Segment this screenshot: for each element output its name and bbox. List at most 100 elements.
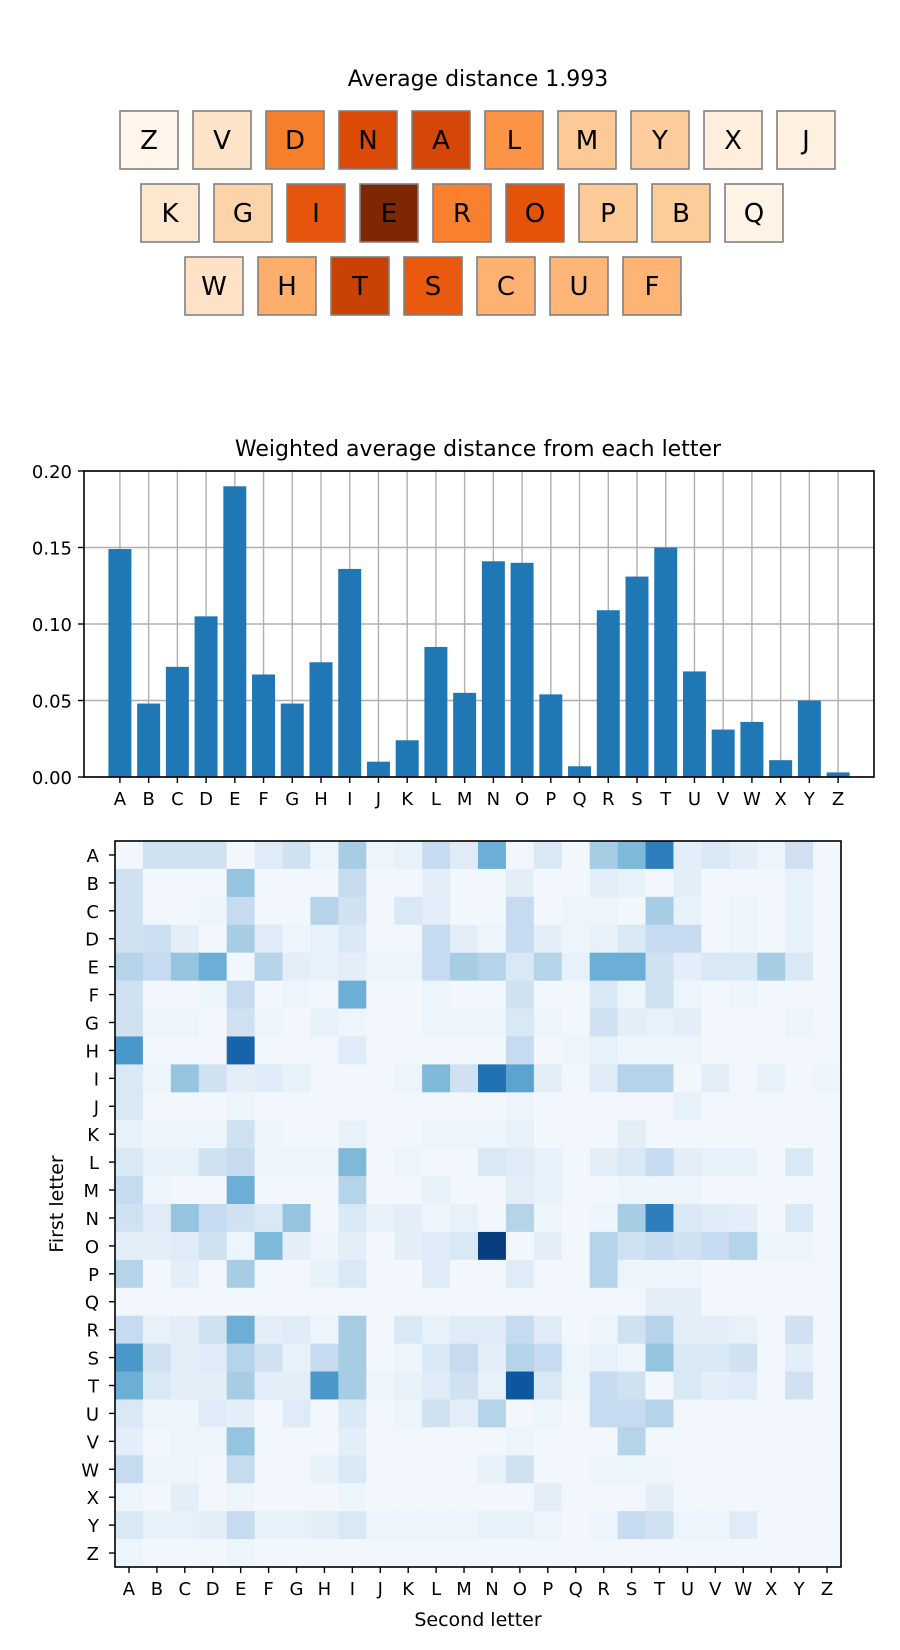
heatmap-cell-a-o — [505, 841, 535, 870]
heatmap-cell-p-v — [701, 1259, 730, 1289]
heatmap-cell-o-v — [701, 1231, 730, 1261]
bar-j — [366, 761, 390, 777]
key-label-x: X — [724, 126, 742, 156]
heatmap-cell-a-v — [701, 841, 730, 870]
heatmap-cell-b-t — [645, 868, 674, 898]
heatmap-cell-u-y — [785, 1399, 814, 1428]
heatmap-cell-q-n — [478, 1287, 507, 1317]
heatmap-cell-v-t — [645, 1427, 674, 1456]
heatmap-ytick-label-c: C — [86, 902, 99, 923]
heatmap-cell-j-l — [422, 1092, 451, 1121]
heatmap-cell-c-n — [478, 896, 507, 926]
heatmap-cell-l-i — [338, 1148, 367, 1177]
heatmap-cell-s-c — [170, 1343, 200, 1373]
heatmap-cell-j-b — [142, 1092, 172, 1121]
heatmap-cell-g-k — [394, 1008, 423, 1037]
heatmap-cell-p-k — [394, 1259, 423, 1289]
heatmap-cell-p-j — [366, 1259, 395, 1289]
bar-ytick-label: 0.05 — [32, 692, 72, 713]
key-label-j: J — [800, 126, 810, 156]
key-s — [403, 256, 463, 316]
heatmap-cell-e-o — [505, 952, 535, 982]
heatmap-cell-e-s — [617, 952, 647, 982]
heatmap-cell-h-h — [310, 1036, 339, 1065]
heatmap-cell-r-w — [729, 1315, 758, 1345]
heatmap-cell-t-m — [450, 1371, 479, 1400]
heatmap-cell-n-d — [198, 1204, 228, 1233]
heatmap-cell-a-s — [617, 841, 647, 870]
heatmap-cell-q-j — [366, 1287, 395, 1317]
heatmap-cell-c-o — [505, 896, 535, 926]
bar-xtick-label-e: E — [229, 789, 240, 810]
heatmap-cell-c-m — [450, 896, 479, 926]
heatmap-cell-h-j — [366, 1036, 395, 1065]
heatmap-cell-l-y — [785, 1148, 814, 1177]
heatmap-cell-n-v — [701, 1204, 730, 1233]
heatmap-cell-h-l — [422, 1036, 451, 1065]
heatmap-cell-i-n — [478, 1064, 507, 1093]
heatmap-cell-n-i — [338, 1204, 367, 1233]
heatmap-cell-j-d — [198, 1092, 228, 1121]
heatmap-cell-x-e — [226, 1483, 256, 1512]
heatmap-cell-p-u — [673, 1259, 702, 1289]
heatmap-cell-w-h — [310, 1455, 339, 1484]
heatmap-cell-w-s — [617, 1455, 647, 1484]
heatmap-ytick-label-w: W — [81, 1460, 99, 1481]
key-label-k: K — [161, 199, 179, 229]
heatmap-cell-z-t — [645, 1539, 674, 1568]
heatmap-cell-f-o — [505, 980, 535, 1010]
heatmap-cell-o-d — [198, 1231, 228, 1261]
heatmap-cell-v-i — [338, 1427, 367, 1456]
heatmap-cell-p-t — [645, 1259, 674, 1289]
heatmap-cell-k-i — [338, 1120, 367, 1149]
heatmap-cell-c-g — [282, 896, 311, 926]
heatmap-cell-c-h — [310, 896, 339, 926]
heatmap-cell-o-r — [589, 1231, 619, 1261]
heatmap-cell-r-h — [310, 1315, 339, 1345]
heatmap-cell-w-r — [589, 1455, 619, 1484]
heatmap-cell-p-i — [338, 1259, 367, 1289]
heatmap-cell-b-q — [561, 868, 591, 898]
heatmap-cell-a-t — [645, 841, 674, 870]
heatmap-cell-s-g — [282, 1343, 311, 1373]
heatmap-cell-q-s — [617, 1287, 647, 1317]
heatmap-cell-k-a — [115, 1120, 144, 1149]
heatmap-cell-l-e — [226, 1148, 256, 1177]
heatmap-cell-p-l — [422, 1259, 451, 1289]
bar-o — [510, 562, 534, 777]
heatmap-cell-l-d — [198, 1148, 228, 1177]
heatmap-cell-u-o — [505, 1399, 535, 1428]
heatmap-cell-q-v — [701, 1287, 730, 1317]
bar-g — [280, 703, 304, 777]
heatmap-cell-m-m — [450, 1176, 479, 1205]
heatmap-cell-r-t — [645, 1315, 674, 1345]
bar-xtick-label-f: F — [258, 789, 268, 810]
heatmap-cell-u-k — [394, 1399, 423, 1428]
heatmap-cell-i-e — [226, 1064, 256, 1093]
heatmap-cell-c-d — [198, 896, 228, 926]
heatmap-cell-r-d — [198, 1315, 228, 1345]
heatmap-cell-p-d — [198, 1259, 228, 1289]
heatmap-cell-t-x — [757, 1371, 786, 1400]
heatmap-cell-x-j — [366, 1483, 395, 1512]
heatmap-cell-r-z — [813, 1315, 842, 1345]
heatmap-cell-u-i — [338, 1399, 367, 1428]
heatmap-cell-y-p — [533, 1511, 563, 1540]
heatmap-cell-m-r — [589, 1176, 619, 1205]
heatmap-cell-t-p — [533, 1371, 563, 1400]
heatmap-cell-i-y — [785, 1064, 814, 1093]
heatmap-cell-c-t — [645, 896, 674, 926]
heatmap-cell-a-n — [478, 841, 507, 870]
key-v — [192, 110, 252, 170]
heatmap-cell-p-y — [785, 1259, 814, 1289]
heatmap-cell-f-e — [226, 980, 256, 1010]
heatmap-cell-l-x — [757, 1148, 786, 1177]
heatmap-cell-m-f — [254, 1176, 284, 1205]
heatmap-ytick-label-u: U — [86, 1404, 99, 1425]
heatmap-cell-a-r — [589, 841, 619, 870]
heatmap-cell-z-i — [338, 1539, 367, 1568]
heatmap-cell-w-c — [170, 1455, 200, 1484]
heatmap-cell-g-i — [338, 1008, 367, 1037]
heatmap-cell-e-n — [478, 952, 507, 982]
